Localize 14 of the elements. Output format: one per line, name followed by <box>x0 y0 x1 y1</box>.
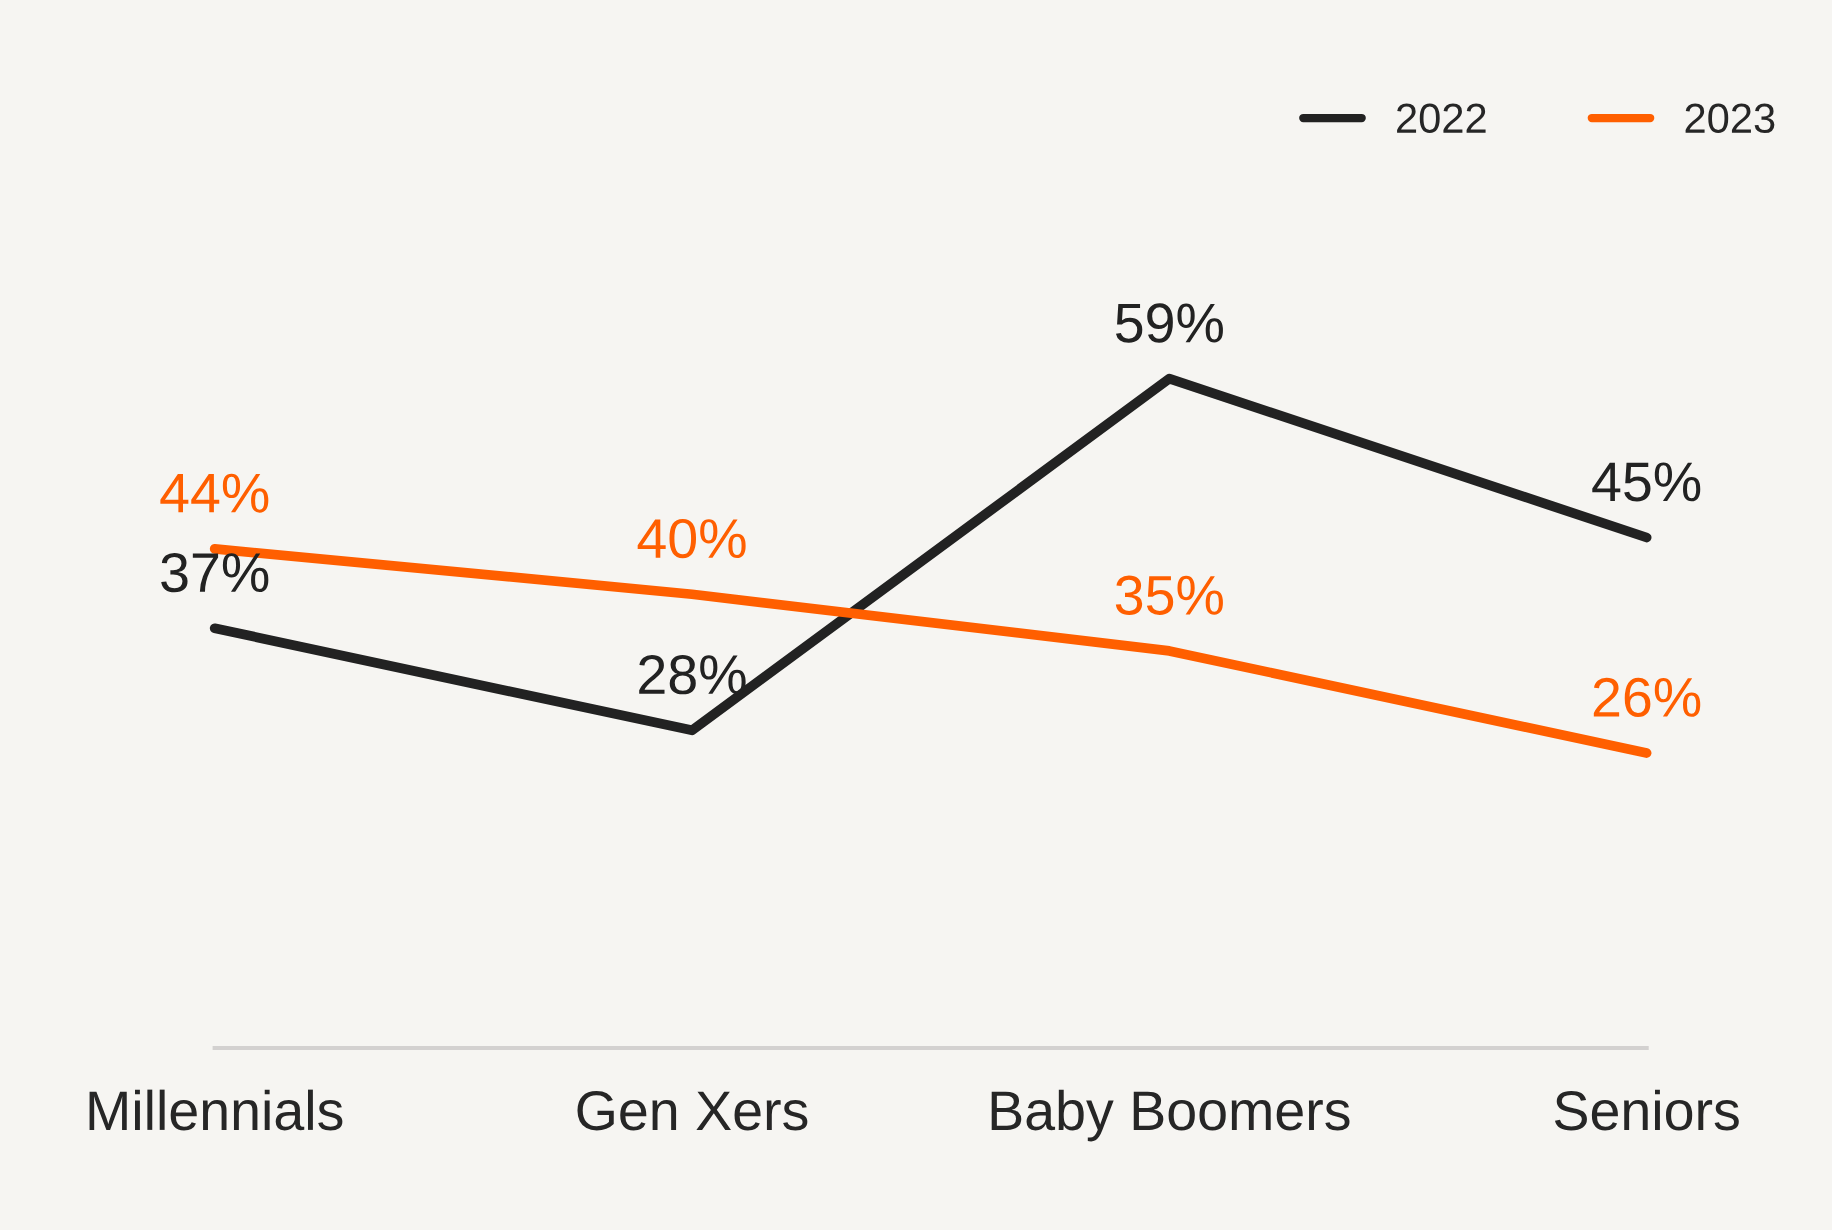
data-label: 59% <box>1115 303 1223 343</box>
data-label: 37% <box>161 552 269 593</box>
x-tick-label: Seniors <box>1554 1089 1739 1131</box>
data-label: 35% <box>1115 575 1223 615</box>
data-label: 44% <box>160 473 269 513</box>
x-tick-label: Baby Boomers <box>991 1089 1350 1142</box>
data-label: 45% <box>1592 462 1701 502</box>
data-label: 40% <box>637 518 746 559</box>
x-tick-label: Gen Xers <box>577 1091 808 1131</box>
legend-label: 2022 <box>1397 103 1486 134</box>
legend-label: 2023 <box>1685 103 1775 134</box>
x-tick-label: Millennials <box>89 1089 343 1131</box>
data-label: 26% <box>1593 677 1701 718</box>
data-label: 28% <box>639 655 746 695</box>
